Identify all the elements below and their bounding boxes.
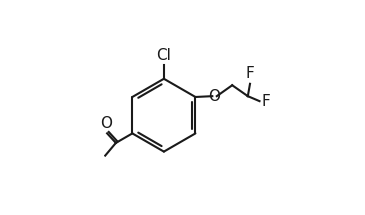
Text: Cl: Cl [157, 48, 171, 63]
Text: O: O [100, 116, 112, 131]
Text: O: O [208, 89, 220, 104]
Text: F: F [246, 66, 255, 81]
Text: F: F [262, 94, 270, 109]
